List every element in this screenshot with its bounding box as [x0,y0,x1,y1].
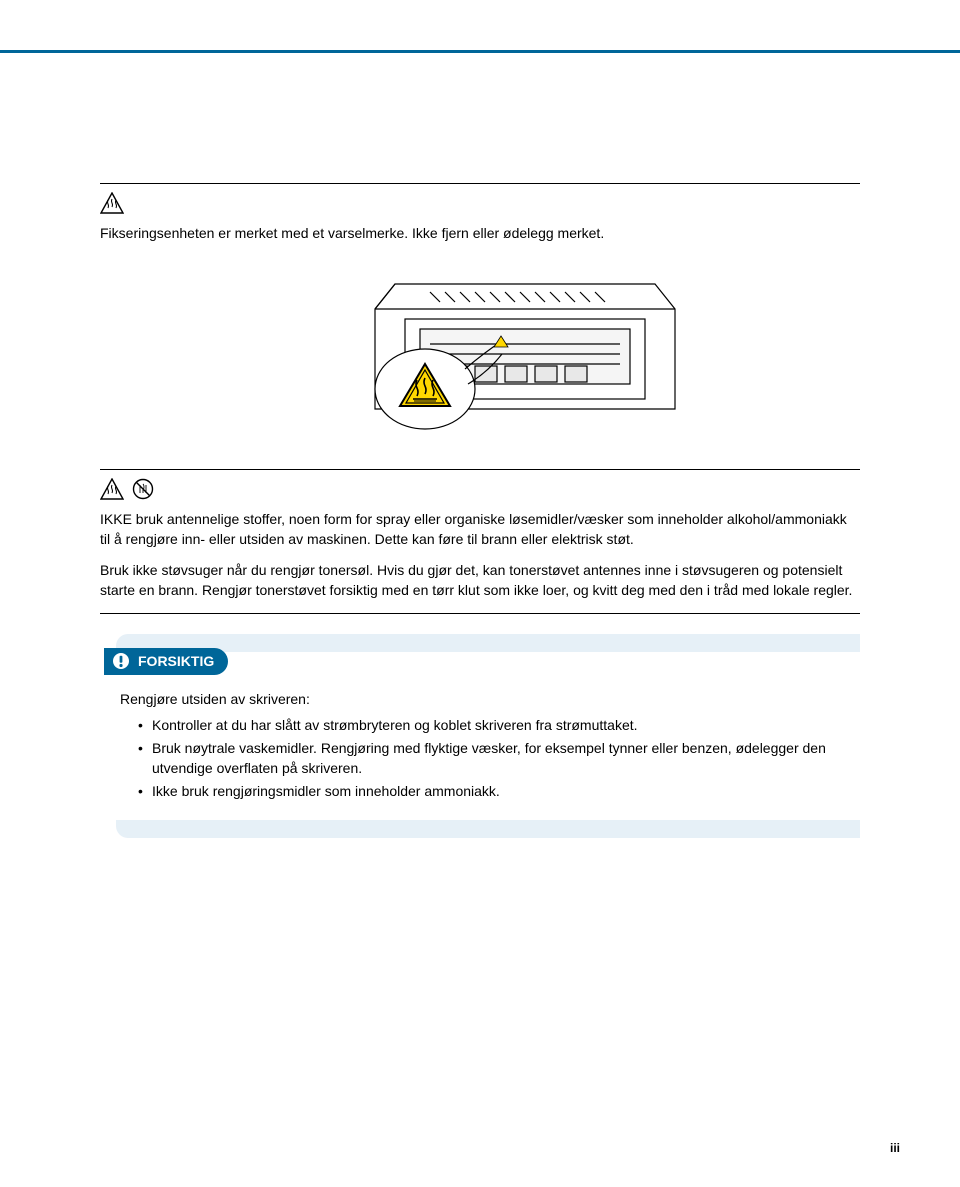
warning-icon-row-2 [100,478,860,506]
caution-callout: FORSIKTIG Rengjøre utsiden av skriveren:… [100,634,860,838]
hot-surface-icon [100,192,124,214]
printer-illustration [100,264,860,450]
divider [100,183,860,184]
caution-icon [112,652,130,670]
page-number: iii [890,1140,900,1157]
section2-para2: Bruk ikke støvsuger når du rengjør toner… [100,561,860,600]
section1-text: Fikseringsenheten er merket med et varse… [100,224,860,244]
callout-header-wrapper: FORSIKTIG [100,652,860,676]
callout-body: Rengjøre utsiden av skriveren: Kontrolle… [100,676,860,820]
page-content: Fikseringsenheten er merket med et varse… [0,0,960,898]
page-top-border [0,50,960,53]
prohibition-icon [132,478,154,500]
hot-surface-icon [100,478,124,500]
list-item: Ikke bruk rengjøringsmidler som innehold… [138,782,836,802]
callout-title: FORSIKTIG [138,652,214,672]
callout-decoration-top [116,634,860,652]
divider [100,613,860,614]
section2-para1: IKKE bruk antennelige stoffer, noen form… [100,510,860,549]
callout-header: FORSIKTIG [104,648,228,676]
callout-list: Kontroller at du har slått av strømbryte… [120,716,836,802]
callout-intro: Rengjøre utsiden av skriveren: [120,690,836,710]
divider [100,469,860,470]
warning-icon-row [100,192,860,220]
list-item: Bruk nøytrale vaskemidler. Rengjøring me… [138,739,836,778]
callout-decoration-bottom [116,820,860,838]
list-item: Kontroller at du har slått av strømbryte… [138,716,836,736]
